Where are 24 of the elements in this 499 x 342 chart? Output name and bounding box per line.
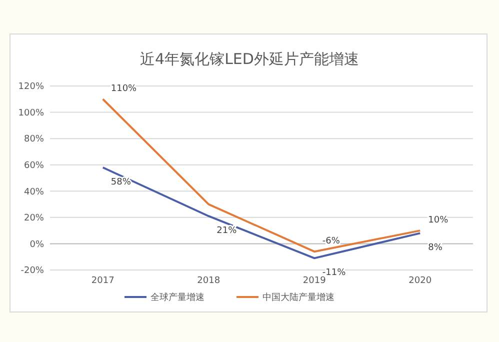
data-label: 21% (216, 226, 238, 236)
x-tick-label: 2018 (197, 276, 220, 286)
y-tick-label: -20% (20, 266, 44, 276)
x-tick-label: 2017 (91, 276, 114, 286)
y-tick-label: 20% (24, 214, 44, 224)
legend-label: 全球产量增速 (150, 292, 204, 304)
data-label: 58% (110, 177, 132, 188)
legend-label: 中国大陆产量增速 (262, 292, 334, 304)
line-series (102, 98, 422, 253)
chart-title: 近4年氮化镓LED外延片产能增速 (140, 50, 359, 68)
y-tick-label: 40% (24, 187, 44, 198)
y-tick-label: 120% (18, 82, 44, 92)
y-tick-label: 0% (30, 240, 44, 250)
line-series (102, 166, 422, 260)
x-tick-label: 2019 (302, 276, 326, 286)
data-label: -6% (322, 236, 340, 247)
data-label: 8% (428, 243, 443, 254)
x-tick-label: 2020 (408, 276, 432, 286)
data-label: 10% (428, 216, 449, 226)
y-tick-label: 60% (24, 161, 44, 172)
data-label: -11% (322, 268, 346, 278)
data-label: 110% (110, 84, 138, 94)
y-tick-label: 100% (18, 108, 44, 118)
y-tick-label: 80% (24, 134, 44, 145)
